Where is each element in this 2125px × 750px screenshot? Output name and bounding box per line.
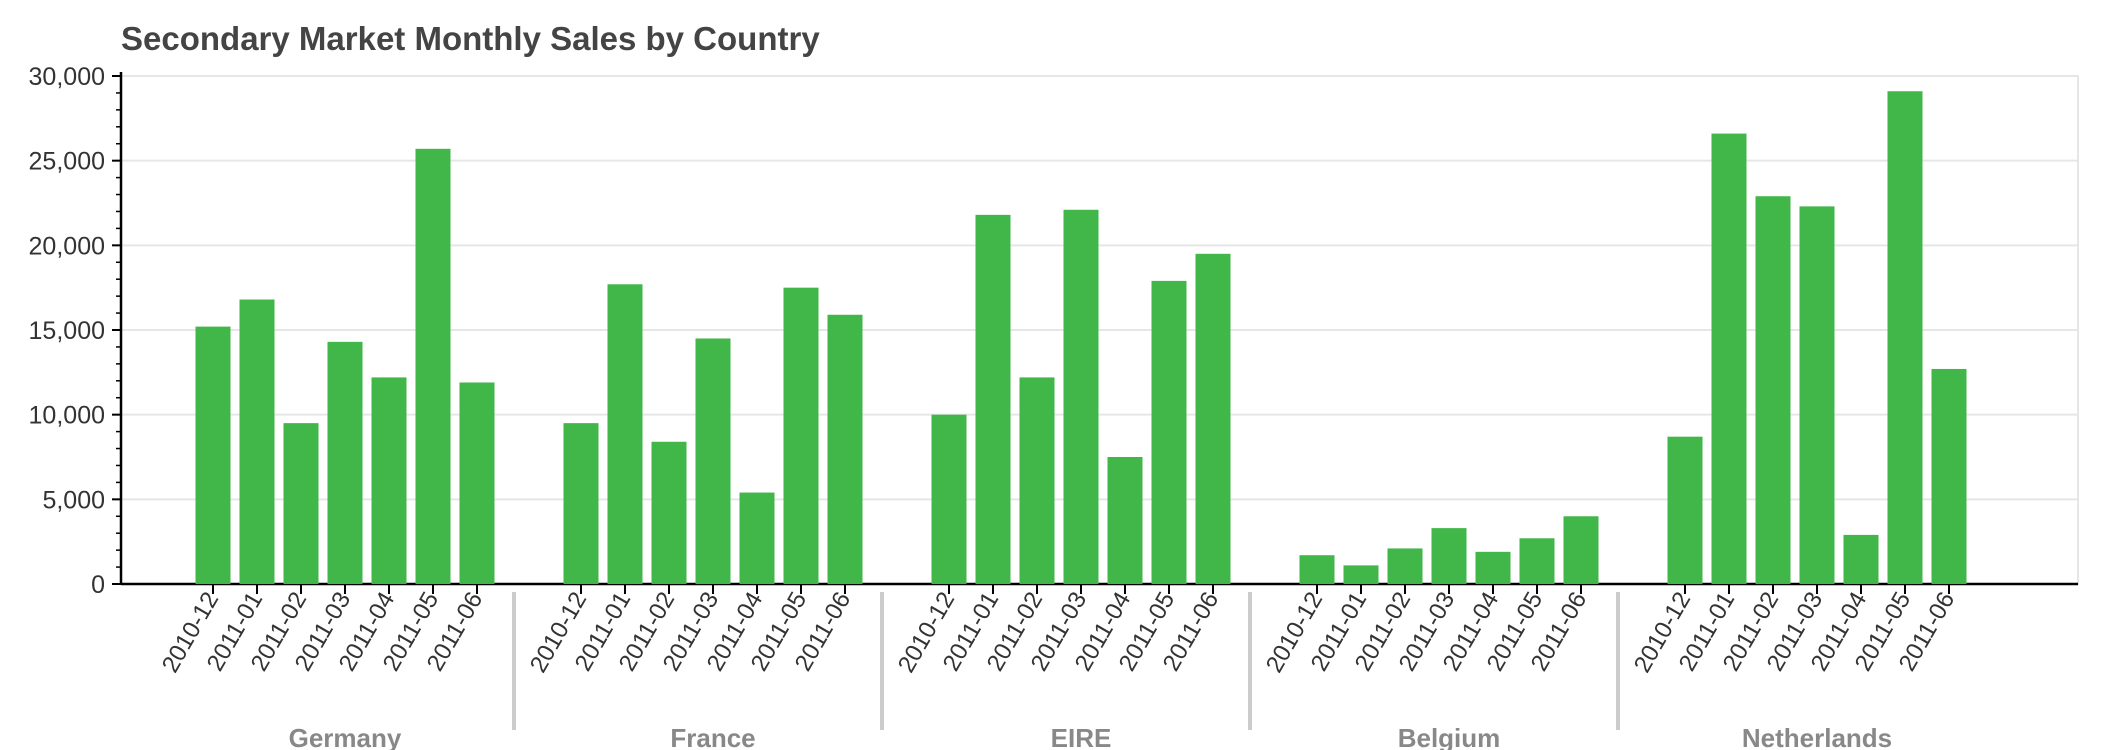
y-tick-label: 15,000 [29,317,105,345]
bar [1195,253,1231,585]
bar [1843,534,1879,584]
bar [1343,565,1379,584]
bar [239,299,275,584]
bar [1563,516,1599,584]
bar [1387,548,1423,584]
bar [827,314,863,584]
bar [1799,206,1835,585]
y-tick-label: 10,000 [29,402,105,430]
bar [195,326,231,584]
y-tick-label: 20,000 [29,232,105,260]
bar [1107,457,1143,584]
group-label: Belgium [1398,723,1501,750]
y-tick-label: 25,000 [29,148,105,176]
bar [1431,528,1467,584]
bar [651,441,687,584]
group-label: Netherlands [1742,723,1892,750]
bar [415,148,451,584]
bar [1299,555,1335,584]
bar [1667,436,1703,584]
bar [739,492,775,584]
bar [783,287,819,584]
bar [1711,133,1747,584]
bar [1019,377,1055,584]
bar [695,338,731,584]
bar [1755,196,1791,584]
bar [1887,91,1923,585]
group-label: Germany [289,723,402,750]
chart-title: Secondary Market Monthly Sales by Countr… [121,20,820,57]
bar [371,377,407,584]
bar [459,382,495,584]
y-tick-label: 5,000 [42,486,105,514]
bar [1151,280,1187,584]
group-label: EIRE [1051,723,1112,750]
group-label: France [670,723,755,750]
bar [1931,368,1967,584]
bar [1063,209,1099,585]
bar [563,423,599,584]
bar [975,214,1011,584]
bar [1519,538,1555,584]
bar [1475,551,1511,584]
bar [931,414,967,584]
bar [283,423,319,584]
bar [327,341,363,584]
y-tick-label: 30,000 [29,63,105,91]
y-tick-label: 0 [91,571,105,599]
bar [607,284,643,584]
